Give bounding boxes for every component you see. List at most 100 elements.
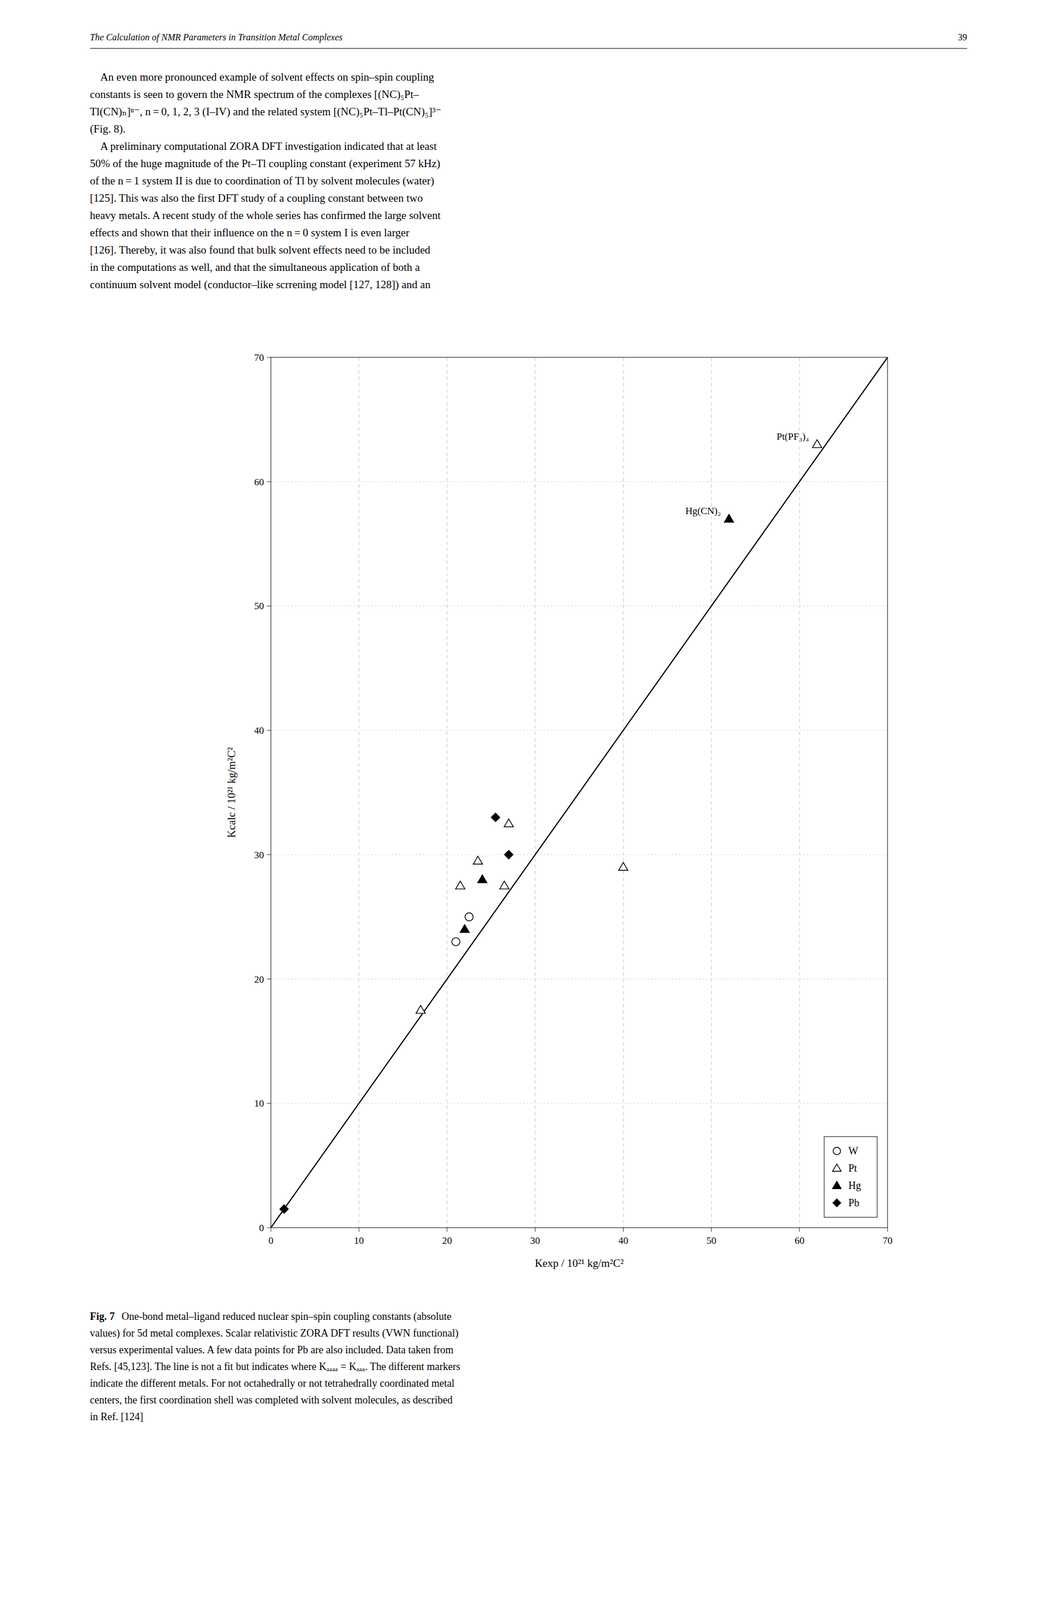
point (618, 862, 628, 871)
background (0, 0, 1057, 1600)
tick-y (266, 1103, 271, 1104)
grid-line-y (270, 978, 888, 980)
tick-x (887, 1227, 889, 1232)
point (477, 874, 488, 883)
grid-line-x (623, 357, 624, 1228)
body-line: of the n = 1 system II is due to coordin… (89, 174, 434, 188)
caption-line: indicate the different metals. For not o… (89, 1377, 455, 1389)
caption-line: centers, the first coordination shell wa… (89, 1394, 453, 1406)
body-line: effects and shown that their influence o… (89, 226, 410, 239)
grid-line-y (270, 481, 888, 482)
caption-line: in Ref. [124] (89, 1410, 143, 1423)
body-line: (Fig. 8). (89, 122, 126, 136)
tick-y (266, 605, 271, 607)
body-line: Tl(CN)ₙ]ⁿ⁻, n = 0, 1, 2, 3 (I–IV) and th… (89, 105, 442, 119)
tick-label-y: 60 (254, 476, 264, 488)
x-axis-label: Kexp / 10²¹ kg/m²C² (534, 1256, 625, 1270)
grid-line-x (446, 357, 448, 1228)
caption-label: Fig. 7 (89, 1310, 115, 1323)
point (724, 514, 734, 523)
legend-frame (824, 1136, 878, 1218)
point (451, 937, 460, 946)
grid-line-x (358, 357, 360, 1228)
tick-label-x: 30 (530, 1235, 541, 1247)
legend-marker (832, 1164, 842, 1172)
legend-marker (833, 1147, 841, 1155)
point (491, 813, 500, 822)
caption-line: versus experimental values. A few data p… (89, 1344, 454, 1356)
annotation: Pt(PF₃)₄ (776, 431, 809, 443)
caption-line: One-bond metal–ligand reduced nuclear sp… (121, 1310, 452, 1323)
tick-label-y: 40 (254, 725, 264, 736)
tick-label-x: 20 (442, 1235, 452, 1247)
series (280, 813, 513, 1214)
page: The Calculation of NMR Parameters in Tra… (0, 0, 1057, 1600)
grid-line-x (711, 357, 712, 1228)
annotation: Hg(CN)₂ (685, 505, 721, 517)
point (504, 850, 513, 860)
plot: 010203040506070010203040506070Kexp / 10²… (225, 352, 893, 1270)
tick-y (266, 854, 271, 855)
series (451, 912, 474, 946)
legend-marker (832, 1198, 841, 1207)
tick-x (270, 1227, 272, 1232)
y-axis-label: Kcalc / 10²¹ kg/m²C² (225, 746, 238, 838)
tick-y (266, 1227, 271, 1229)
legend-label: Pb (848, 1197, 860, 1209)
data-area (270, 357, 888, 1228)
tick-x (534, 1227, 536, 1232)
tick-label-y: 50 (254, 600, 264, 612)
grid-line-x (799, 357, 800, 1228)
tick-x (358, 1227, 360, 1232)
header-left: The Calculation of NMR Parameters in Tra… (89, 32, 343, 43)
point (455, 881, 466, 890)
tick-y (266, 978, 271, 980)
legend-label: Pt (848, 1162, 858, 1174)
series (416, 439, 822, 1014)
tick-label-x: 10 (353, 1235, 364, 1247)
caption-line: values) for 5d metal complexes. Scalar r… (89, 1327, 459, 1340)
legend-label: Hg (848, 1179, 862, 1192)
tick-y (266, 730, 271, 731)
header-right: 39 (957, 32, 968, 43)
point (499, 881, 509, 890)
tick-label-x: 50 (706, 1235, 717, 1247)
tick-label-x: 40 (618, 1235, 629, 1247)
body-line: A preliminary computational ZORA DFT inv… (89, 140, 437, 153)
grid-line-x (534, 357, 536, 1228)
tick-y (266, 481, 271, 482)
grid-line-y (270, 1103, 888, 1104)
tick-label-x: 70 (882, 1235, 893, 1247)
point (465, 912, 474, 921)
grid-line-y (270, 605, 888, 607)
tick-x (623, 1227, 624, 1232)
tick-x (711, 1227, 712, 1232)
point (416, 1005, 426, 1014)
body-line: An even more pronounced example of solve… (89, 70, 434, 83)
tick-label-y: 20 (254, 974, 264, 985)
body-line: heavy metals. A recent study of the whol… (89, 209, 441, 222)
tick-x (446, 1227, 448, 1232)
tick-label-y: 70 (254, 352, 264, 364)
identity-line (270, 357, 888, 1228)
grid-line-y (270, 854, 888, 855)
body-line: constants is seen to govern the NMR spec… (89, 88, 419, 101)
body-line: [125]. This was also the first DFT study… (89, 191, 424, 205)
body-line: in the computations as well, and that th… (89, 261, 421, 274)
tick-label-x: 60 (794, 1235, 805, 1247)
point (504, 818, 514, 828)
grid-line-y (270, 730, 888, 731)
caption-line: Refs. [45,123]. The line is not a fit bu… (89, 1360, 460, 1373)
tick-x (799, 1227, 800, 1232)
point (812, 439, 822, 448)
legend-marker (832, 1181, 842, 1189)
body-line: continuum solvent model (conductor–like … (89, 278, 431, 292)
tick-label-y: 0 (259, 1222, 265, 1234)
point (473, 856, 483, 865)
header-rule (89, 48, 968, 49)
tick-label-y: 10 (254, 1097, 264, 1109)
legend: W Pt Hg Pb (824, 1136, 878, 1218)
tick-label-y: 30 (254, 849, 264, 861)
tick-y (266, 357, 271, 358)
legend-label: W (848, 1145, 859, 1157)
